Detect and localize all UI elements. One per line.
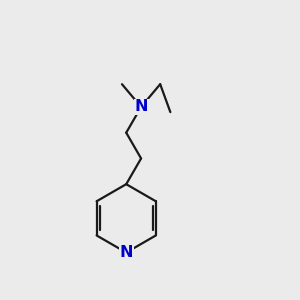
Text: N: N [119, 245, 133, 260]
Text: N: N [134, 100, 148, 115]
